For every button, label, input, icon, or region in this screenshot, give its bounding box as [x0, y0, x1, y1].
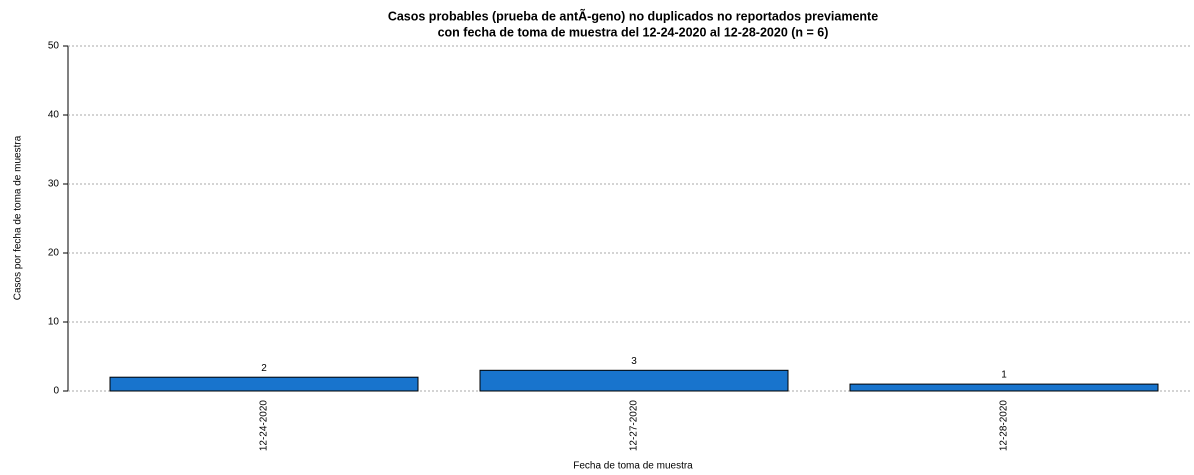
x-tick-label: 12-24-2020	[259, 400, 270, 452]
data-label: 1	[1001, 370, 1007, 381]
data-label: 2	[261, 363, 267, 374]
bar	[849, 383, 1159, 392]
y-tick-label: 30	[48, 179, 60, 190]
y-tick-label: 50	[48, 41, 60, 52]
bar	[479, 369, 789, 392]
y-tick-label: 20	[48, 248, 60, 259]
bar	[109, 376, 419, 392]
data-label: 3	[631, 356, 637, 367]
y-axis-label: Casos por fecha de toma de muestra	[13, 135, 24, 300]
chart-title: Casos probables (prueba de antÃ-geno) no…	[388, 8, 878, 23]
chart-title: con fecha de toma de muestra del 12-24-2…	[438, 25, 829, 39]
x-axis-label: Fecha de toma de muestra	[573, 461, 693, 472]
x-tick-label: 12-28-2020	[999, 400, 1010, 452]
y-tick-label: 10	[48, 317, 60, 328]
y-tick-label: 0	[53, 386, 59, 397]
x-tick-label: 12-27-2020	[629, 400, 640, 452]
y-tick-label: 40	[48, 110, 60, 121]
